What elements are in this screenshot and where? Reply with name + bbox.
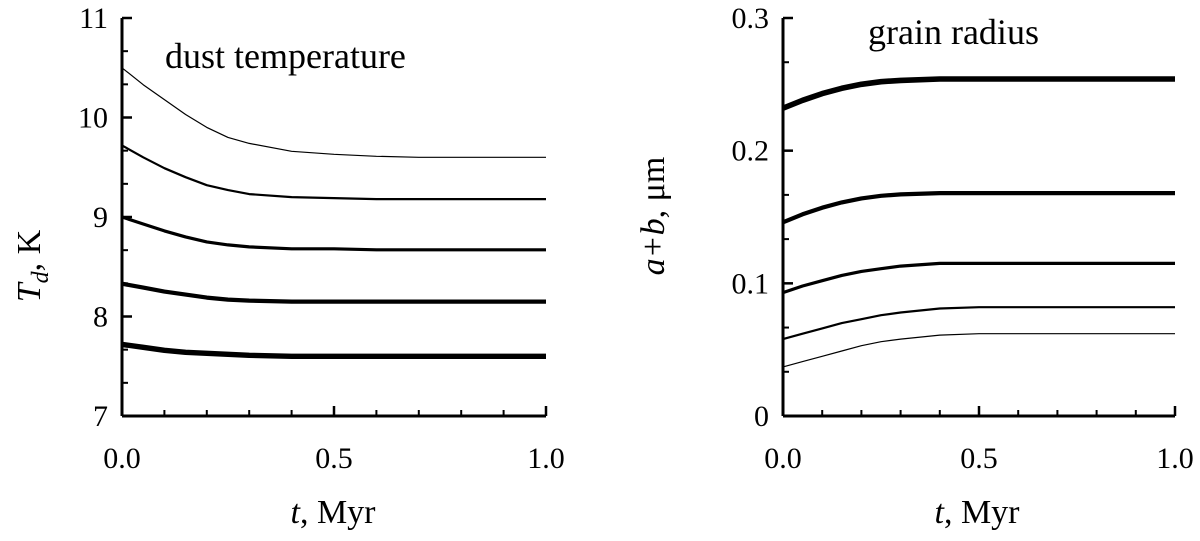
y-axis-label: Td, K: [11, 229, 54, 302]
series-line: [782, 261, 1175, 295]
panel-title: dust temperature: [165, 36, 406, 76]
x-axis-label: t, Myr: [934, 494, 1020, 531]
panel-dust-temperature: dust temperature t, Myr Td, K 0.0 0.5 1.0 7…: [11, 2, 565, 531]
series-line: [121, 144, 546, 201]
x-tick-label: 1.0: [1156, 442, 1194, 475]
x-tick-label: 0.5: [960, 442, 998, 475]
series-line: [782, 191, 1175, 225]
series-line: [121, 67, 546, 158]
series-line: [121, 341, 546, 359]
y-tick-label: 10: [78, 102, 108, 135]
y-tick-label: 0.2: [732, 135, 770, 168]
x-axis-label: t, Myr: [290, 494, 376, 531]
y-tick-label: 0.1: [732, 267, 770, 300]
series-line: [782, 333, 1175, 368]
y-tick-label: 11: [79, 2, 108, 35]
y-axis-label: a+b, μm: [635, 157, 672, 276]
series-line: [121, 281, 546, 304]
y-tick-label: 8: [93, 301, 108, 334]
panel-title: grain radius: [868, 12, 1039, 52]
x-tick-label: 0.0: [103, 442, 141, 475]
y-tick-label: 0: [754, 400, 769, 433]
series-line: [121, 215, 546, 252]
x-tick-label: 0.0: [764, 442, 802, 475]
y-tick-label: 7: [93, 400, 108, 433]
y-tick-label: 9: [93, 201, 108, 234]
x-tick-label: 1.0: [527, 442, 565, 475]
series-line: [781, 76, 1175, 111]
x-tick-label: 0.5: [315, 442, 353, 475]
panel-grain-radius: grain radius t, Myr a+b, μm 0.0 0.5 1.0 0 0.…: [635, 2, 1194, 531]
series-line: [782, 306, 1175, 341]
y-tick-label: 0.3: [732, 2, 770, 35]
